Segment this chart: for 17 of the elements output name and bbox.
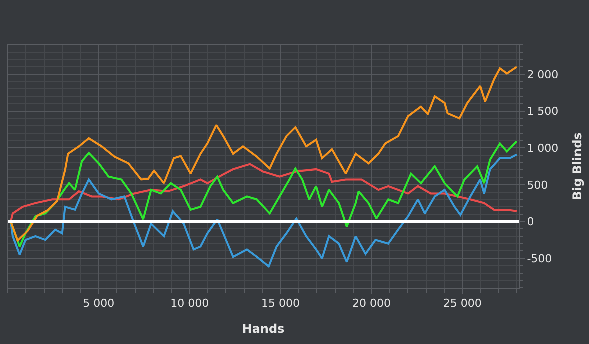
y-tick-label: -500 <box>527 252 552 266</box>
x-tick-label: 25 000 <box>443 297 482 310</box>
line-series <box>10 66 518 242</box>
x-tick-label: 15 000 <box>262 297 300 310</box>
x-axis-title: Hands <box>242 322 285 336</box>
line-series <box>10 140 518 248</box>
x-tick-label: 20 000 <box>352 297 391 310</box>
x-tick-label: 10 000 <box>170 297 210 310</box>
y-tick-label: 500 <box>527 178 548 192</box>
y-tick-label: 2 000 <box>527 68 559 82</box>
y-axis-title: Big Blinds <box>570 132 585 200</box>
x-tick-label: 5 000 <box>83 297 115 310</box>
y-tick-label: 1 500 <box>527 105 559 118</box>
y-tick-label: 1 000 <box>527 142 559 155</box>
line-series <box>10 154 518 268</box>
line-series <box>10 163 518 223</box>
y-tick-label: 0 <box>527 216 534 229</box>
